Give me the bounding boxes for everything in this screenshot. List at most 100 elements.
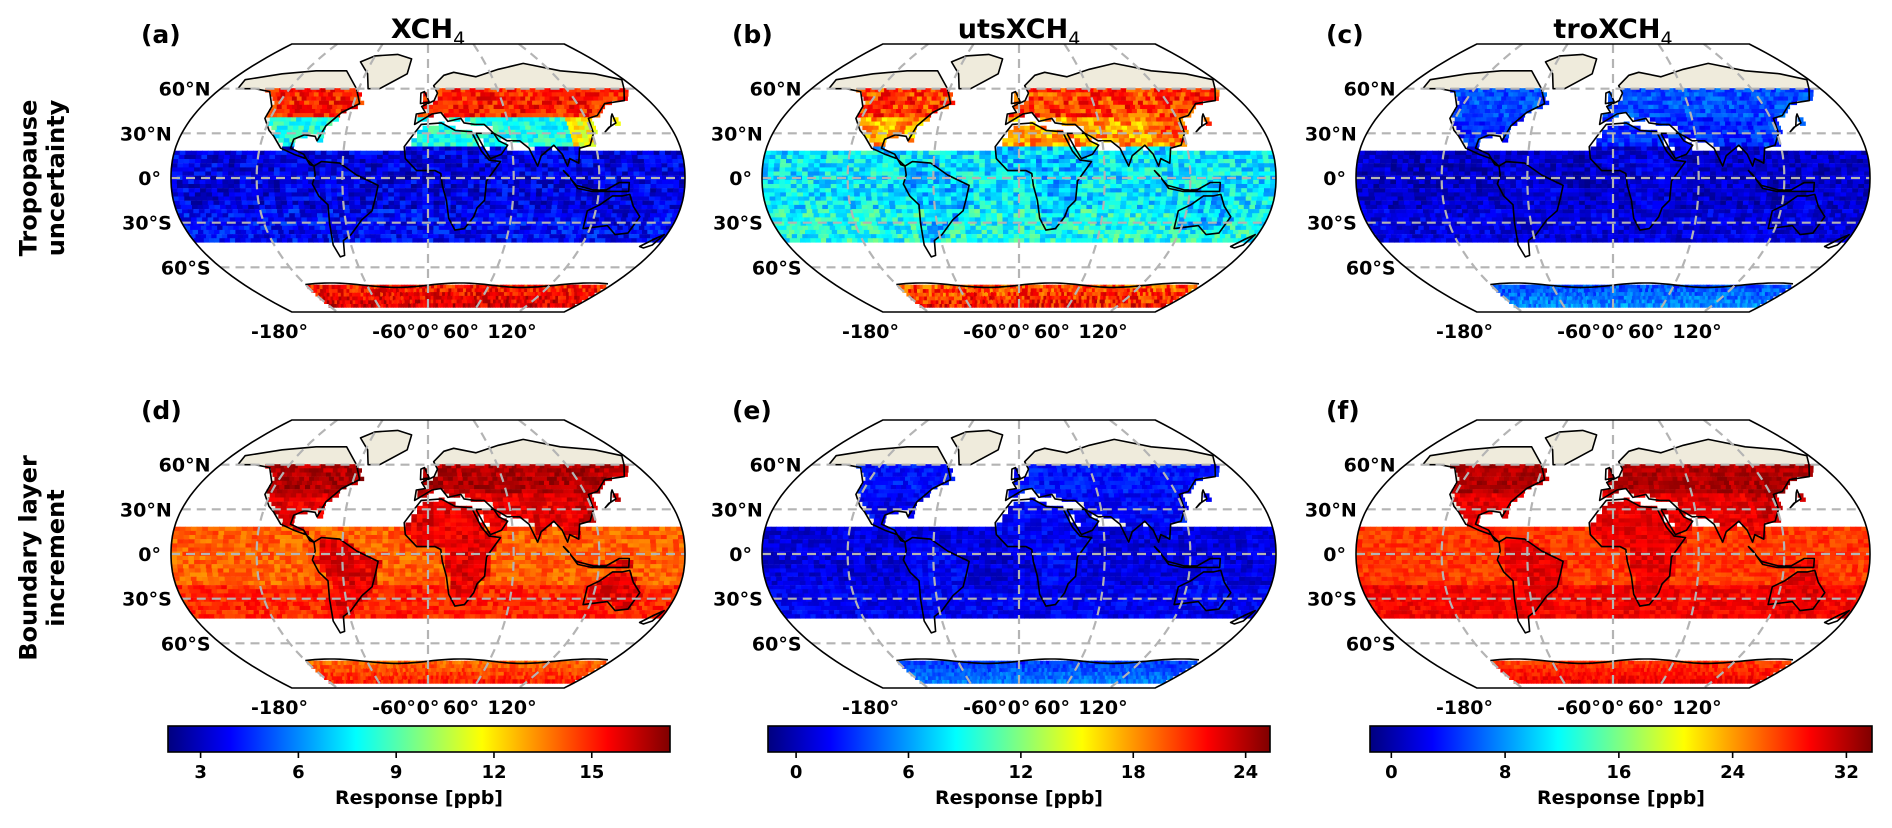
longitude-label: 120° (1672, 321, 1721, 343)
colorbar-label: Response [ppb] (335, 787, 503, 809)
data-field (1356, 464, 1870, 684)
coastlines (828, 53, 1256, 289)
latitude-label: 0° (138, 544, 161, 566)
longitude-label: 120° (487, 697, 536, 719)
latitude-label: 30°S (122, 589, 172, 611)
map-outline (1355, 43, 1871, 313)
latitude-label: 60°N (750, 79, 802, 101)
latitude-label: 0° (1323, 544, 1346, 566)
longitude-label: 60° (443, 697, 479, 719)
gridlines (1356, 420, 1870, 688)
map-outline (1355, 419, 1871, 689)
gridlines (171, 44, 685, 312)
longitude-label: 0° (1008, 697, 1031, 719)
longitude-label: 0° (1602, 321, 1625, 343)
longitude-label: -60° (963, 321, 1007, 343)
latitude-label: 60°S (752, 257, 802, 279)
latitude-label: 30°N (1305, 499, 1357, 521)
latitude-label: 60°S (1346, 257, 1396, 279)
colorbar-tick-label: 12 (481, 762, 506, 783)
map-panels: (a)60°N30°N0°30°S60°S-180° -60° 0° 60° 120°(… (120, 20, 1871, 719)
panel-tag: (b) (732, 20, 773, 49)
longitude-label: 120° (1078, 321, 1127, 343)
latitude-label: 30°S (122, 213, 172, 235)
colorbar: 3 6 9 12 15 Response [ppb] (167, 725, 671, 809)
colorbar-gradient (167, 725, 671, 753)
row-labels: Tropopauseuncertainty Boundary layerincre… (14, 99, 70, 660)
longitude-label: -60° (372, 321, 416, 343)
latitude-label: 30°S (1307, 589, 1357, 611)
map-panel: (d)60°N30°N0°30°S60°S-180° -60° 0° 60° 120° (120, 396, 686, 719)
colorbar-label: Response [ppb] (935, 787, 1103, 809)
longitude-label: 120° (1078, 697, 1127, 719)
panel-tag: (e) (732, 396, 772, 425)
longitude-label: 0° (1008, 321, 1031, 343)
latitude-label: 60°S (1346, 633, 1396, 655)
row-label: Boundary layerincrement (14, 455, 70, 661)
coastlines (1422, 53, 1850, 289)
colorbar-tick-label: 18 (1121, 762, 1146, 783)
longitude-label: 0° (1602, 697, 1625, 719)
row-label-line: Tropopause (14, 100, 42, 257)
colorbar-tick-label: 24 (1720, 762, 1745, 783)
latitude-label: 30°N (120, 499, 172, 521)
colorbar-gradient (767, 725, 1271, 753)
data-field (762, 88, 1276, 308)
row-label-line: Boundary layer (14, 455, 42, 661)
longitude-label: -60° (372, 697, 416, 719)
colorbar-tick-label: 6 (292, 762, 305, 783)
latitude-label: 30°N (1305, 123, 1357, 145)
longitude-label: 120° (1672, 697, 1721, 719)
colorbar-tick-label: 9 (390, 762, 403, 783)
longitude-label: 60° (1034, 697, 1070, 719)
longitude-label: 0° (417, 321, 440, 343)
gridlines (762, 44, 1276, 312)
longitude-label: 60° (1034, 321, 1070, 343)
latitude-label: 0° (1323, 168, 1346, 190)
latitude-label: 60°N (1344, 79, 1396, 101)
gridlines (171, 420, 685, 688)
column-title-base: utsXCH (958, 14, 1068, 45)
latitude-label: 60°S (161, 257, 211, 279)
colorbar-tick-label: 16 (1606, 762, 1631, 783)
row-label: Tropopauseuncertainty (14, 99, 70, 256)
colorbar: 0 8 16 24 32 Response [ppb] (1369, 725, 1873, 809)
latitude-label: 60°N (750, 455, 802, 477)
colorbar-tick-label: 32 (1834, 762, 1859, 783)
colorbar-tick-label: 6 (902, 762, 915, 783)
map-outline (761, 419, 1277, 689)
longitude-label: -60° (963, 697, 1007, 719)
longitude-label: -180° (251, 697, 308, 719)
map-panel: (a)60°N30°N0°30°S60°S-180° -60° 0° 60° 120° (120, 20, 686, 343)
coastlines (1422, 429, 1850, 665)
coastlines (828, 429, 1256, 665)
colorbar-tick-label: 0 (1385, 762, 1398, 783)
data-field (171, 88, 685, 308)
latitude-label: 0° (729, 168, 752, 190)
latitude-label: 30°N (711, 123, 763, 145)
longitude-label: -60° (1557, 697, 1601, 719)
longitude-label: -180° (842, 321, 899, 343)
longitude-label: -180° (1436, 697, 1493, 719)
column-title: utsXCH4 (958, 14, 1081, 50)
longitude-label: 0° (417, 697, 440, 719)
colorbar: 0 6 12 18 24 Response [ppb] (767, 725, 1271, 809)
longitude-label: 60° (1628, 697, 1664, 719)
column-title-base: troXCH (1553, 14, 1660, 45)
longitude-label: -180° (842, 697, 899, 719)
latitude-label: 30°N (711, 499, 763, 521)
longitude-label: -60° (1557, 321, 1601, 343)
colorbars: 3 6 9 12 15 Response [ppb] 0 6 12 18 24 Response [p… (167, 725, 1873, 809)
latitude-label: 30°N (120, 123, 172, 145)
latitude-label: 60°N (159, 455, 211, 477)
gridlines (1356, 44, 1870, 312)
coastlines (237, 53, 665, 289)
colorbar-gradient (1369, 725, 1873, 753)
colorbar-tick-label: 3 (194, 762, 207, 783)
latitude-label: 60°N (159, 79, 211, 101)
colorbar-tick-label: 8 (1499, 762, 1512, 783)
latitude-label: 30°S (713, 589, 763, 611)
latitude-label: 0° (138, 168, 161, 190)
latitude-label: 60°N (1344, 455, 1396, 477)
